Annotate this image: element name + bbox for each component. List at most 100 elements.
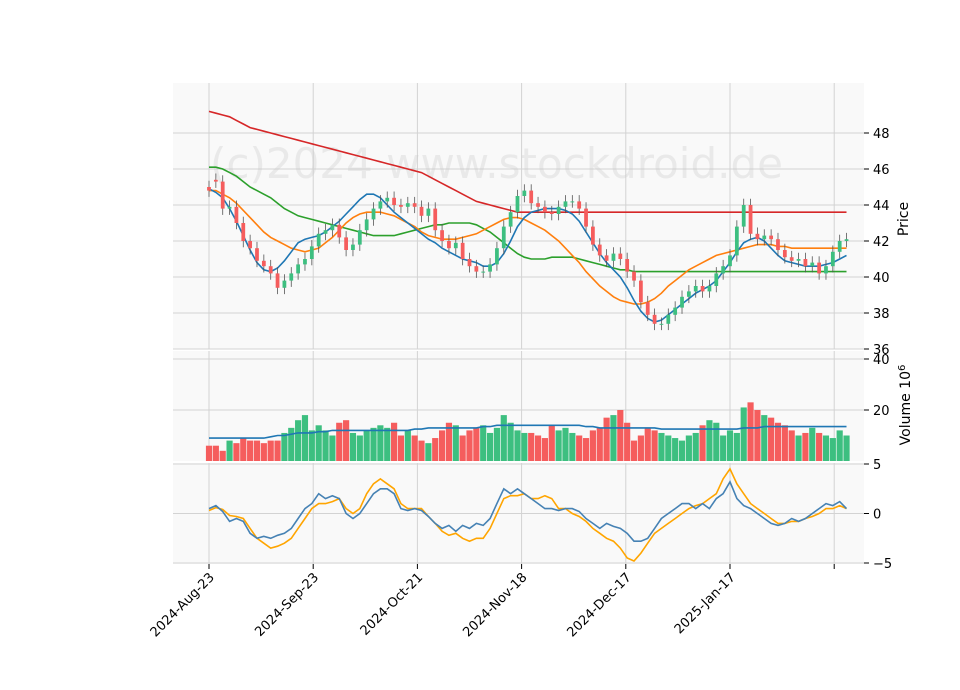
volume-bar bbox=[363, 430, 370, 461]
candle-body bbox=[337, 224, 342, 238]
volume-bar bbox=[843, 435, 850, 461]
macd-y-tick-label: −5 bbox=[873, 557, 892, 572]
volume-bar bbox=[466, 430, 473, 461]
candle-body bbox=[611, 253, 616, 261]
volume-bar bbox=[500, 415, 507, 461]
volume-bar bbox=[603, 417, 610, 461]
candle-body bbox=[344, 237, 348, 250]
volume-bar bbox=[658, 432, 665, 461]
volume-axis-label-space: 10 bbox=[898, 371, 914, 393]
candle-body bbox=[830, 251, 835, 267]
volume-bar bbox=[726, 430, 734, 461]
candle-body bbox=[227, 206, 232, 209]
candle-body bbox=[680, 296, 684, 308]
candle-body bbox=[645, 302, 650, 315]
candle-body bbox=[817, 262, 822, 274]
sma-mid-line bbox=[209, 189, 847, 305]
x-tick-label: 2024-Dec-17 bbox=[565, 570, 635, 640]
volume-bar bbox=[816, 432, 823, 461]
volume-bar bbox=[514, 430, 521, 461]
volume-bar bbox=[548, 425, 555, 461]
volume-bar bbox=[356, 435, 363, 461]
volume-bar bbox=[713, 422, 720, 461]
volume-bar bbox=[226, 440, 233, 461]
candle-body bbox=[522, 190, 527, 196]
candle-body bbox=[261, 260, 266, 267]
volume-bar bbox=[295, 420, 302, 461]
x-tick-label: 2024-Oct-21 bbox=[358, 570, 426, 638]
volume-bar bbox=[534, 435, 542, 461]
volume-bar bbox=[315, 425, 322, 461]
volume-bar bbox=[582, 438, 590, 461]
candle-body bbox=[515, 196, 520, 213]
candle-body bbox=[529, 190, 534, 204]
volume-bar bbox=[672, 438, 679, 461]
volume-bar bbox=[349, 432, 357, 461]
volume-bar bbox=[678, 440, 686, 461]
volume-bar bbox=[774, 422, 782, 461]
volume-bar bbox=[576, 435, 583, 461]
volume-bar bbox=[822, 435, 830, 461]
candle-body bbox=[234, 206, 239, 223]
candle-body bbox=[577, 201, 582, 209]
volume-bar bbox=[260, 443, 267, 461]
volume-axis-exponent: 6 bbox=[897, 365, 908, 371]
candle-body bbox=[508, 212, 513, 227]
volume-bar bbox=[281, 432, 288, 461]
volume-bar bbox=[589, 430, 596, 461]
candlesticks bbox=[207, 173, 849, 331]
candle-body bbox=[385, 197, 390, 202]
volume-bar bbox=[555, 430, 562, 461]
volume-bar bbox=[445, 422, 453, 461]
x-tick-label: 2024-Sep-23 bbox=[252, 570, 322, 640]
candle-body bbox=[762, 235, 767, 240]
volume-bar bbox=[706, 420, 713, 461]
candle-body bbox=[659, 323, 664, 325]
candle-body bbox=[268, 266, 273, 274]
candle-body bbox=[467, 259, 472, 267]
volume-bar bbox=[480, 425, 487, 461]
candle-body bbox=[419, 206, 424, 216]
macd-lines bbox=[208, 467, 848, 562]
candle-body bbox=[309, 246, 314, 259]
volume-bar bbox=[343, 420, 350, 461]
candle-body bbox=[700, 286, 705, 292]
candle-body bbox=[563, 201, 568, 207]
volume-bar bbox=[630, 440, 638, 461]
volume-bar bbox=[253, 440, 261, 461]
candle-body bbox=[748, 205, 753, 234]
candle-body bbox=[810, 262, 815, 267]
candle-body bbox=[447, 241, 451, 249]
volume-bar bbox=[205, 445, 213, 461]
watermark: (c)2024 www.stockdroid.de bbox=[210, 139, 783, 188]
volume-bar bbox=[617, 410, 624, 461]
candle-body bbox=[714, 273, 719, 286]
candle-body bbox=[604, 255, 609, 261]
volume-bar bbox=[562, 427, 569, 461]
volume-bar bbox=[610, 415, 617, 461]
volume-bar bbox=[781, 425, 788, 461]
candle-body bbox=[549, 212, 554, 214]
candle-body bbox=[776, 239, 780, 250]
x-tick-label: 2024-Nov-18 bbox=[460, 570, 530, 640]
candle-body bbox=[584, 208, 588, 227]
candle-body bbox=[652, 314, 657, 324]
price-y-tick-label: 46 bbox=[873, 163, 890, 178]
candle-body bbox=[556, 206, 561, 214]
candle-body bbox=[618, 253, 623, 259]
volume-y-tick-label: 40 bbox=[873, 353, 890, 368]
price-y-tick-label: 36 bbox=[873, 343, 890, 358]
volume-bar bbox=[768, 417, 775, 461]
candle-body bbox=[248, 241, 253, 249]
candle-body bbox=[433, 208, 438, 231]
candle-body bbox=[426, 208, 431, 216]
volume-bar bbox=[288, 427, 295, 461]
candle-body bbox=[241, 223, 246, 241]
volume-bar bbox=[761, 415, 768, 461]
candle-body bbox=[769, 235, 774, 240]
volume-bar bbox=[247, 440, 254, 461]
candle-body bbox=[707, 286, 712, 292]
volume-bar bbox=[336, 422, 343, 461]
candle-body bbox=[351, 244, 355, 250]
